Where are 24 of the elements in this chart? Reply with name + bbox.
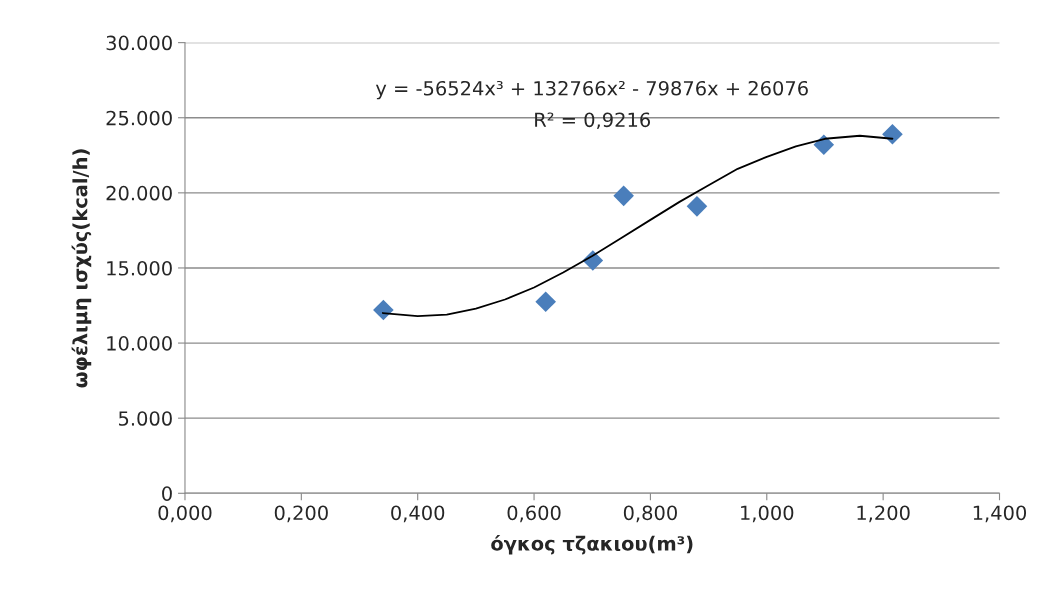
x-axis-title: όγκος τζακιου(m³) [491, 535, 693, 555]
x-tick-label: 1,200 [857, 505, 910, 523]
y-tick-label: 30.000 [106, 35, 172, 51]
y-tick-label: 25.000 [106, 110, 172, 126]
x-tick-label: 1,400 [973, 505, 1027, 523]
x-tick-label: 0,600 [507, 505, 561, 523]
annotation: R² = 0,9216 [535, 112, 651, 130]
annotation: y = -56524x³ + 132766x² - 79876x + 26076 [375, 80, 808, 100]
point [686, 196, 708, 217]
point [613, 185, 634, 207]
y-tick-label: 10.000 [107, 336, 172, 351]
point [813, 134, 835, 156]
x-tick-label: 0,200 [274, 505, 328, 523]
point [535, 291, 556, 313]
x-tick-label: 1,000 [741, 505, 794, 523]
y-tick-label: 20.000 [106, 185, 172, 201]
y-tick-label: 15.000 [107, 260, 172, 276]
x-tick-label: 0,800 [623, 505, 677, 523]
y-tick-label: 0 [162, 486, 172, 501]
point [882, 123, 903, 145]
x-tick-label: 0,400 [391, 505, 445, 523]
y-tick-label: 5.000 [119, 411, 172, 426]
y-axis-title: ωφέλιμη ισχύς(kcal/h) [71, 149, 92, 388]
x-tick-label: 0,000 [158, 505, 212, 523]
